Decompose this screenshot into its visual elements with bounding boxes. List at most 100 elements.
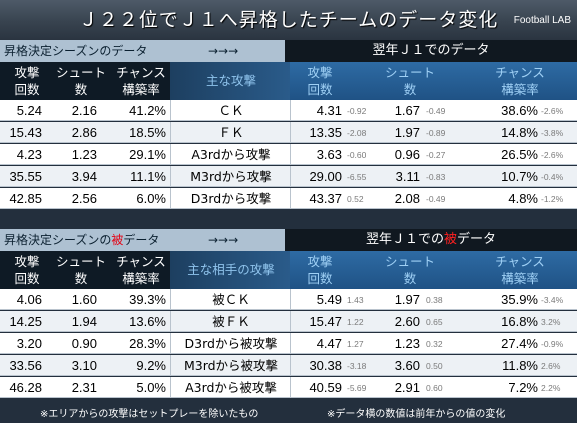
- cell-shoot-count: 1.23: [71, 147, 97, 162]
- cell-chance-rate-j1: 38.6%: [501, 103, 538, 118]
- cell-attack-count: 35.55: [9, 169, 42, 184]
- section-bar: 昇格決定シーズンのデータ →→→ 翌年Ｊ１でのデータ: [0, 40, 577, 62]
- cell-chance-rate: 41.2%: [129, 103, 166, 118]
- cell-chance-diff: 2.2%: [541, 383, 561, 393]
- cell-chance-rate: 13.6%: [129, 314, 166, 329]
- cell-attack-diff: -0.92: [347, 106, 367, 116]
- header-main-attack: 主な相手の攻撃: [187, 262, 275, 277]
- table-row: 14.25 1.94 13.6% 被ＦＫ 15.47 1.22 2.60 0.65 16.8% 3…: [0, 311, 577, 332]
- table-row: 4.23 1.23 29.1% A3rdから攻撃 3.63 -0.60 0.96 -0.27 2…: [0, 144, 577, 165]
- cell-shoot-count: 2.31: [71, 380, 97, 395]
- column-divider: [290, 122, 291, 143]
- page-title: Ｊ２２位でＪ１へ昇格したチームのデータ変化: [78, 9, 499, 31]
- cell-chance-rate-j1: 35.9%: [501, 292, 538, 307]
- table-row: 33.56 3.10 9.2% M3rdから被攻撃 30.38 -3.18 3.60 0.50…: [0, 355, 577, 376]
- cell-chance-diff: -3.8%: [541, 128, 564, 138]
- cell-attack-diff: 1.43: [347, 295, 364, 305]
- section-right-label: 翌年Ｊ１でのデータ: [285, 40, 577, 62]
- column-divider: [170, 289, 171, 310]
- column-divider: [170, 188, 171, 209]
- section-arrow: →→→: [208, 44, 239, 58]
- cell-shoot-count-j1: 1.67: [394, 103, 420, 118]
- cell-attack-diff: 0.52: [347, 194, 364, 204]
- cell-shoot-count: 2.86: [71, 125, 97, 140]
- header-shoot-count-line1: シュート: [55, 254, 106, 269]
- cell-attack-count: 5.24: [16, 103, 42, 118]
- cell-attack-diff: -2.08: [347, 128, 367, 138]
- cell-shoot-count: 2.16: [71, 103, 97, 118]
- section-left-label: 昇格決定シーズンのデータ →→→: [0, 40, 285, 62]
- cell-attack-count-j1: 5.49: [316, 292, 342, 307]
- cell-attack-count-j1: 30.38: [309, 358, 342, 373]
- cell-attack-diff: -5.69: [347, 383, 367, 393]
- header-main-attack: 主な攻撃: [205, 73, 256, 88]
- cell-attack-count-j1: 15.47: [309, 314, 342, 329]
- table-row: 35.55 3.94 11.1% M3rdから攻撃 29.00 -6.55 3.11 -0.8…: [0, 166, 577, 187]
- cell-chance-diff: -1.2%: [541, 194, 564, 204]
- column-divider: [290, 289, 291, 310]
- cell-attack-count: 46.28: [9, 380, 42, 395]
- cell-chance-diff: -3.4%: [541, 295, 564, 305]
- cell-attack-diff: 1.22: [347, 317, 364, 327]
- cell-shoot-count: 3.10: [71, 358, 97, 373]
- section-left-post: データ: [123, 233, 160, 247]
- cell-attack-count-j1: 40.59: [309, 380, 342, 395]
- section-right-highlight: 被: [443, 232, 457, 247]
- cell-chance-diff: -2.6%: [541, 106, 564, 116]
- cell-shoot-diff: 0.32: [426, 339, 443, 349]
- cell-shoot-count: 1.94: [71, 314, 97, 329]
- cell-shoot-diff: 0.38: [426, 295, 443, 305]
- header-right-bg: [290, 62, 577, 100]
- cell-attack-type: M3rdから被攻撃: [183, 358, 279, 373]
- table-row: 3.20 0.90 28.3% D3rdから被攻撃 4.47 1.27 1.23 0.32 27…: [0, 333, 577, 354]
- cell-attack-type: A3rdから攻撃: [191, 147, 271, 162]
- header-attack-count-j1-line1: 攻撃: [307, 65, 333, 80]
- cell-attack-diff: -0.60: [347, 150, 367, 160]
- header-chance-rate-line1: チャンス: [116, 254, 166, 269]
- header-attack-count-line2: 回数: [14, 82, 40, 97]
- header-attack-count-j1-line2: 回数: [307, 271, 333, 286]
- header-chance-rate-j1-line2: 構築率: [501, 271, 539, 286]
- header-attack-count-j1-line2: 回数: [307, 82, 333, 97]
- cell-attack-count: 14.25: [9, 314, 42, 329]
- section-arrow: →→→: [208, 233, 239, 247]
- cell-chance-rate-j1: 14.8%: [501, 125, 538, 140]
- header-left-bg: [0, 251, 170, 289]
- cell-chance-rate-j1: 26.5%: [501, 147, 538, 162]
- header-chance-rate-line1: チャンス: [116, 65, 166, 80]
- cell-chance-rate: 6.0%: [136, 191, 166, 206]
- section-left-pre: 昇格決定シーズンの: [4, 44, 112, 58]
- cell-attack-count: 4.23: [16, 147, 42, 162]
- header-shoot-count-line2: 数: [74, 271, 88, 286]
- footnote-right: ※データ横の数値は前年からの値の変化: [327, 409, 506, 420]
- cell-shoot-count-j1: 2.91: [394, 380, 420, 395]
- cell-chance-rate: 29.1%: [129, 147, 166, 162]
- cell-shoot-count-j1: 3.60: [394, 358, 420, 373]
- header-shoot-count-j1-line2: 数: [403, 82, 417, 97]
- cell-chance-rate-j1: 4.8%: [508, 191, 538, 206]
- cell-chance-rate-j1: 7.2%: [508, 380, 538, 395]
- cell-chance-diff: 2.6%: [541, 361, 561, 371]
- section-left-pre: 昇格決定シーズンの: [4, 233, 112, 247]
- column-divider: [170, 144, 171, 165]
- cell-attack-type: 被ＣＫ: [212, 292, 250, 307]
- cell-attack-diff: -3.18: [347, 361, 367, 371]
- header-attack-count-line1: 攻撃: [14, 254, 40, 269]
- cell-attack-count-j1: 3.63: [316, 147, 342, 162]
- cell-attack-count: 33.56: [9, 358, 42, 373]
- column-divider: [290, 188, 291, 209]
- cell-chance-diff: -2.6%: [541, 150, 564, 160]
- section-right-label: 翌年Ｊ１での被データ: [285, 229, 577, 251]
- cell-chance-rate: 9.2%: [136, 358, 166, 373]
- column-divider: [290, 144, 291, 165]
- table-row: 5.24 2.16 41.2% ＣＫ 4.31 -0.92 1.67 -0.49 38.6% -2…: [0, 100, 577, 121]
- table-row: 4.06 1.60 39.3% 被ＣＫ 5.49 1.43 1.97 0.38 35.9% -3.…: [0, 289, 577, 310]
- header-left-bg: [0, 62, 170, 100]
- header-shoot-count-j1-line2: 数: [403, 271, 417, 286]
- header-attack-count-line2: 回数: [14, 271, 40, 286]
- header-shoot-count-j1-line1: シュート: [384, 65, 435, 80]
- cell-shoot-count: 2.56: [71, 191, 97, 206]
- cell-attack-type: 被ＦＫ: [212, 314, 250, 329]
- cell-shoot-diff: 0.50: [426, 361, 443, 371]
- header-attack-count-line1: 攻撃: [14, 65, 40, 80]
